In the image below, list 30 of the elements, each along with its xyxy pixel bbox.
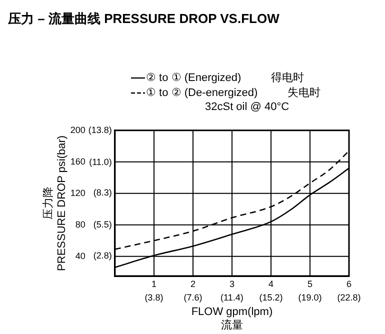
text: 得电时 (271, 71, 304, 85)
y2-tick-label: (2.8) (93, 250, 112, 260)
x-tick-label: 1 (151, 278, 156, 289)
x2-tick-label: (22.8) (337, 292, 361, 303)
text: 32cSt oil @ 40°C (205, 101, 290, 113)
y-tick-label: 160 (70, 156, 86, 166)
legend-label: ② to ① (Energized) (146, 71, 242, 84)
y2-tick-label: (11.0) (89, 156, 112, 167)
y-tick-label: 40 (75, 250, 86, 261)
legend-label: ① to ② (De-energized) (146, 86, 258, 99)
y-tick-label: 120 (70, 188, 86, 198)
y-axis-title: 压力降 PRESSURE DROP psi(bar) (42, 135, 68, 271)
x-tick-label: 4 (268, 278, 274, 289)
x-tick-label: 3 (229, 278, 234, 289)
x2-tick-label: (19.0) (298, 292, 322, 303)
x2-tick-label: (11.4) (220, 292, 244, 303)
y2-tick-label: (5.5) (93, 220, 112, 230)
y-tick-label: 200 (70, 124, 86, 135)
x-tick-label: 2 (190, 278, 196, 289)
text: 失电时 (288, 86, 321, 100)
x2-tick-label: (7.6) (184, 292, 202, 303)
x-axis-title: FLOW gpm(lpm) 流量 (191, 306, 273, 332)
x-tick-label: 5 (307, 278, 312, 289)
y-tick-label: 80 (75, 219, 86, 230)
chart-title: 压力 – 流量曲线 PRESSURE DROP VS.FLOW (8, 10, 280, 28)
y2-tick-label: (8.3) (93, 188, 112, 198)
x2-tick-label: (3.8) (144, 292, 164, 303)
y2-tick-label: (13.8) (88, 124, 112, 135)
x-tick-label: 6 (346, 278, 352, 289)
x2-tick-label: (15.2) (259, 292, 283, 303)
